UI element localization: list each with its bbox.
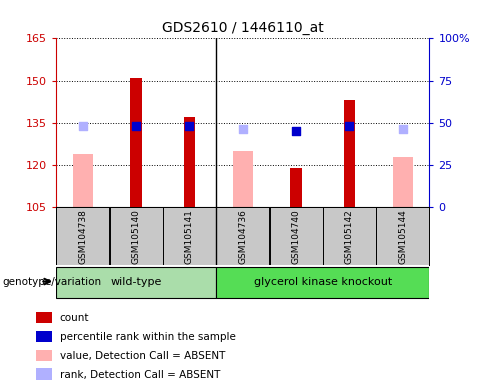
Bar <box>36 311 52 323</box>
Text: GSM105141: GSM105141 <box>185 209 194 263</box>
Bar <box>183 117 195 207</box>
Point <box>132 122 140 129</box>
Text: wild-type: wild-type <box>110 276 162 286</box>
Bar <box>393 157 413 207</box>
Bar <box>36 369 52 380</box>
Bar <box>57 207 109 265</box>
Point <box>239 126 246 132</box>
Text: rank, Detection Call = ABSENT: rank, Detection Call = ABSENT <box>60 370 220 380</box>
Text: percentile rank within the sample: percentile rank within the sample <box>60 332 235 342</box>
Text: value, Detection Call = ABSENT: value, Detection Call = ABSENT <box>60 351 225 361</box>
Bar <box>233 151 253 207</box>
Bar <box>73 154 93 207</box>
Text: genotype/variation: genotype/variation <box>2 277 102 287</box>
Bar <box>323 207 376 265</box>
Text: GSM104736: GSM104736 <box>238 209 247 263</box>
Bar <box>270 207 323 265</box>
Text: GSM104738: GSM104738 <box>78 209 87 263</box>
Bar <box>376 207 429 265</box>
Text: count: count <box>60 313 89 323</box>
Text: glycerol kinase knockout: glycerol kinase knockout <box>254 276 392 286</box>
Bar <box>344 100 355 207</box>
Point <box>346 122 353 129</box>
Point <box>185 122 193 129</box>
Text: GSM105144: GSM105144 <box>398 209 407 263</box>
Bar <box>130 78 142 207</box>
Bar <box>163 207 216 265</box>
Point <box>292 128 300 134</box>
Point <box>79 122 87 129</box>
Text: GSM105142: GSM105142 <box>345 209 354 263</box>
Bar <box>216 267 429 298</box>
Bar <box>216 207 269 265</box>
Title: GDS2610 / 1446110_at: GDS2610 / 1446110_at <box>162 21 324 35</box>
Bar <box>290 168 302 207</box>
Text: GSM104740: GSM104740 <box>292 209 301 263</box>
Bar <box>36 331 52 342</box>
Point <box>399 126 407 132</box>
Bar <box>110 207 163 265</box>
Bar <box>57 267 216 298</box>
Bar <box>36 349 52 361</box>
Text: GSM105140: GSM105140 <box>132 209 141 263</box>
